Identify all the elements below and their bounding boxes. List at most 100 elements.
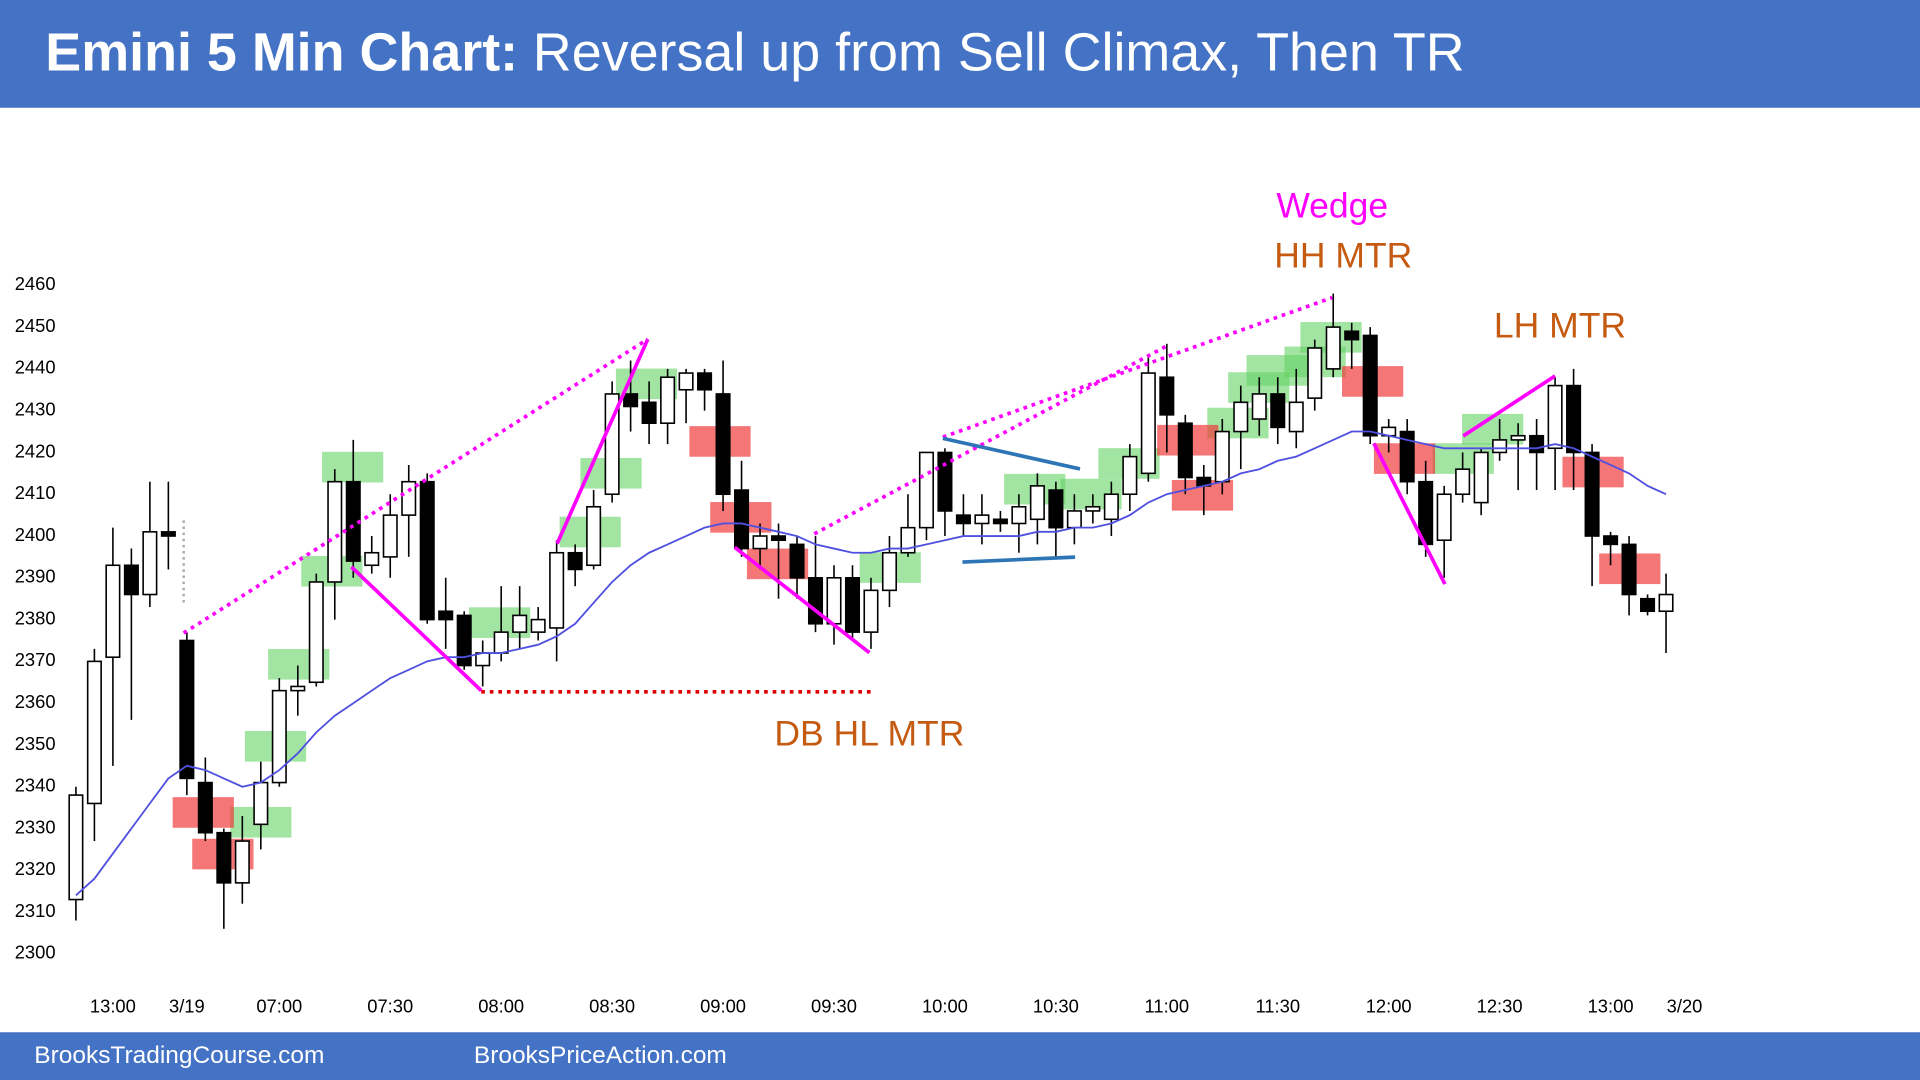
candle-body [1547,384,1563,450]
candle-body [1603,535,1619,546]
y-tick-label: 2350 [15,733,56,754]
y-tick-label: 2410 [15,482,56,503]
y-tick-label: 2380 [15,607,56,628]
x-tick-label: 11:30 [1255,996,1300,1017]
candle-body [1233,401,1249,433]
candle-body [419,480,435,621]
candle-body [715,393,731,496]
candle-body [1658,593,1674,613]
candle-body [68,794,84,901]
candle-body [1399,430,1415,483]
y-tick-label: 2400 [15,524,56,545]
candle-body [1307,347,1323,399]
candle-body [1492,439,1508,454]
candle-body [660,376,676,424]
candle-body [512,614,528,633]
y-tick-label: 2310 [15,900,56,921]
drawings [182,295,1557,694]
footer-left: BrooksTradingCourse.com [34,1042,324,1069]
candle-body [1640,597,1656,613]
candle-body [216,831,232,884]
x-tick-label: 08:30 [589,996,635,1017]
candle-body [1455,468,1471,496]
x-tick-label: 12:30 [1477,996,1523,1017]
candle-body [752,535,768,550]
candle-body [881,551,898,592]
leg-line [1462,374,1557,438]
annotation: HH MTR [1274,236,1412,276]
leg-line [555,338,650,545]
footer-bar [0,1032,1920,1080]
x-tick-label: 07:30 [367,996,413,1017]
candle-body [401,480,417,516]
triangle-line [942,436,1081,471]
x-tick-label: 10:00 [922,996,968,1017]
y-tick-label: 2340 [15,775,56,796]
title-rest: Reversal up from Sell Climax, Then TR [533,23,1465,83]
leg-line [733,545,871,655]
x-tick-label: 3/20 [1667,996,1703,1017]
candle-body [974,514,990,525]
candle-body [1325,326,1341,370]
x-tick-label: 13:00 [1588,996,1634,1017]
candle-body [678,372,694,391]
candle-body [1510,434,1526,441]
triangle-line [962,555,1076,564]
candle-body [1362,334,1378,437]
x-tick-label: 10:30 [1033,996,1079,1017]
candle-body [1011,505,1027,525]
candle-body [197,781,213,834]
moving-average [75,430,1667,897]
candle-body [697,372,713,391]
y-tick-label: 2450 [15,315,56,336]
y-tick-label: 2460 [15,273,56,294]
candle-body [382,514,398,558]
candle-body [142,531,158,596]
y-tick-label: 2420 [15,440,56,461]
candle-body [438,610,454,621]
candle-body [1270,393,1286,429]
candle-body [456,614,472,667]
candle-body [918,451,934,529]
candle-body [364,551,380,567]
candles [68,293,1674,929]
candle-body [123,564,139,596]
y-tick-label: 2330 [15,816,56,837]
candle-body [567,551,583,571]
candle-body [160,531,176,537]
y-tick-label: 2440 [15,357,56,378]
trend-line [813,344,1167,536]
candle-body [493,631,509,654]
candle-body [1473,451,1489,504]
y-tick-label: 2300 [15,942,56,963]
candle-body [844,577,861,633]
trend-line [942,295,1333,439]
trend-line [182,337,649,635]
candle-body [1214,430,1230,483]
candle-body [86,660,102,805]
candle-body [1048,489,1064,529]
leg-line [350,565,483,692]
candle-body [1122,455,1138,496]
x-tick-label: 08:00 [478,996,524,1017]
candle-body [955,514,971,525]
candle-body [623,393,639,408]
candle-body [105,564,121,658]
candle-body [1085,505,1101,512]
candle-body [1029,485,1045,521]
y-tick-label: 2360 [15,691,56,712]
candle-body [1066,510,1082,529]
candle-body [641,401,657,424]
candle-body [1177,422,1193,479]
candle-body [1159,376,1175,416]
header-bar [0,0,1920,108]
candle-body [789,543,805,579]
candle-body [290,685,306,692]
candle-body [1621,543,1637,596]
candle-body [530,618,546,633]
candle-body [234,840,250,884]
leg-line [1372,442,1447,585]
x-tick-label: 09:00 [700,996,746,1017]
candle-body [1288,401,1304,433]
x-tick-label: 12:00 [1366,996,1412,1017]
